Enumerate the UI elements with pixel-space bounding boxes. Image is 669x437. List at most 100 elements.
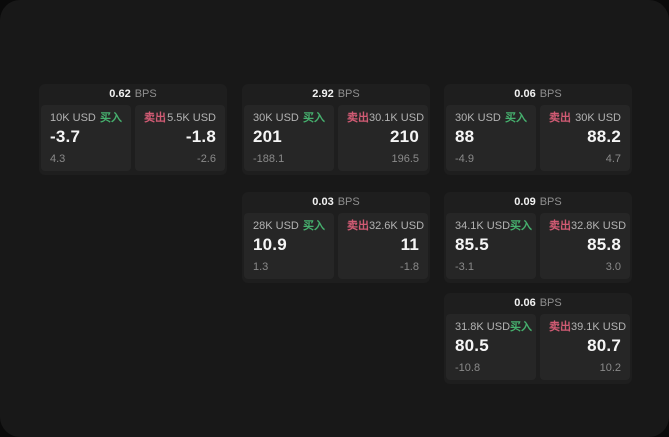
bps-unit-label: BPS xyxy=(134,88,157,100)
buy-amount: 31.8K USD xyxy=(455,321,511,333)
sell-side-label: 卖出 xyxy=(347,112,369,124)
sell-sub-value: 10.2 xyxy=(599,361,621,374)
sell-price: 85.8 xyxy=(587,235,621,255)
buy-price: 85.5 xyxy=(455,235,489,255)
sell-panel[interactable]: 卖出 30.1K USD 210 196.5 xyxy=(338,105,428,171)
buy-top-row: 30K USD 买入 xyxy=(253,112,325,124)
sell-price: 11 xyxy=(400,235,419,255)
buy-amount: 30K USD xyxy=(455,112,501,124)
sell-amount: 30K USD xyxy=(575,112,621,124)
sell-amount: 30.1K USD xyxy=(369,112,425,124)
card-header: 0.06 BPS xyxy=(444,84,632,105)
quote-card-3: 0.06 BPS 30K USD 买入 88 -4.9 卖出 30K USD 8… xyxy=(444,84,632,175)
card-header: 0.09 BPS xyxy=(444,192,632,213)
bps-unit-label: BPS xyxy=(539,88,562,100)
bps-value: 0.09 xyxy=(514,196,536,208)
buy-price: 80.5 xyxy=(455,336,489,356)
quote-panels: 34.1K USD 买入 85.5 -3.1 卖出 32.8K USD 85.8… xyxy=(444,213,632,281)
buy-amount: 34.1K USD xyxy=(455,220,511,232)
buy-price: 10.9 xyxy=(253,235,287,255)
buy-panel[interactable]: 30K USD 买入 201 -188.1 xyxy=(244,105,334,171)
buy-panel[interactable]: 31.8K USD 买入 80.5 -10.8 xyxy=(446,314,536,380)
quote-card-6: 0.06 BPS 31.8K USD 买入 80.5 -10.8 卖出 39.1… xyxy=(444,293,632,384)
sell-amount: 5.5K USD xyxy=(167,112,216,124)
card-header: 0.06 BPS xyxy=(444,293,632,314)
card-header: 0.62 BPS xyxy=(39,84,227,105)
sell-sub-value: -1.8 xyxy=(400,260,419,273)
sell-sub-value: -2.6 xyxy=(197,152,216,165)
buy-amount: 10K USD xyxy=(50,112,96,124)
buy-top-row: 10K USD 买入 xyxy=(50,112,122,124)
sell-side-label: 卖出 xyxy=(549,321,571,333)
card-header: 0.03 BPS xyxy=(242,192,430,213)
buy-side-label: 买入 xyxy=(303,220,325,232)
buy-panel[interactable]: 30K USD 买入 88 -4.9 xyxy=(446,105,536,171)
buy-panel[interactable]: 28K USD 买入 10.9 1.3 xyxy=(244,213,334,279)
sell-price: 80.7 xyxy=(587,336,621,356)
sell-amount: 39.1K USD xyxy=(571,321,627,333)
bps-value: 0.03 xyxy=(312,196,334,208)
buy-sub-value: -10.8 xyxy=(455,361,481,374)
sell-side-label: 卖出 xyxy=(144,112,166,124)
buy-side-label: 买入 xyxy=(505,112,527,124)
buy-panel[interactable]: 34.1K USD 买入 85.5 -3.1 xyxy=(446,213,536,279)
sell-price: 88.2 xyxy=(587,127,621,147)
bps-unit-label: BPS xyxy=(337,88,360,100)
buy-price: 201 xyxy=(253,127,282,147)
sell-side-label: 卖出 xyxy=(347,220,369,232)
sell-panel[interactable]: 卖出 5.5K USD -1.8 -2.6 xyxy=(135,105,225,171)
buy-sub-value: 4.3 xyxy=(50,152,66,165)
card-header: 2.92 BPS xyxy=(242,84,430,105)
sell-amount: 32.6K USD xyxy=(369,220,425,232)
buy-side-label: 买入 xyxy=(303,112,325,124)
buy-top-row: 30K USD 买入 xyxy=(455,112,527,124)
bps-value: 2.92 xyxy=(312,88,334,100)
sell-top-row: 卖出 39.1K USD xyxy=(549,321,626,333)
sell-panel[interactable]: 卖出 32.8K USD 85.8 3.0 xyxy=(540,213,630,279)
buy-amount: 30K USD xyxy=(253,112,299,124)
quote-card-4: 0.03 BPS 28K USD 买入 10.9 1.3 卖出 32.6K US… xyxy=(242,192,430,283)
buy-panel[interactable]: 10K USD 买入 -3.7 4.3 xyxy=(41,105,131,171)
sell-panel[interactable]: 卖出 32.6K USD 11 -1.8 xyxy=(338,213,428,279)
buy-side-label: 买入 xyxy=(510,220,533,232)
bps-value: 0.62 xyxy=(109,88,131,100)
sell-sub-value: 196.5 xyxy=(391,152,419,165)
bps-value: 0.06 xyxy=(514,297,536,309)
sell-amount: 32.8K USD xyxy=(571,220,627,232)
buy-amount: 28K USD xyxy=(253,220,299,232)
quote-panels: 30K USD 买入 88 -4.9 卖出 30K USD 88.2 4.7 xyxy=(444,105,632,173)
buy-top-row: 28K USD 买入 xyxy=(253,220,325,232)
sell-top-row: 卖出 32.8K USD xyxy=(549,220,626,232)
buy-sub-value: -3.1 xyxy=(455,260,474,273)
quote-card-5: 0.09 BPS 34.1K USD 买入 85.5 -3.1 卖出 32.8K… xyxy=(444,192,632,283)
buy-side-label: 买入 xyxy=(510,321,533,333)
bps-value: 0.06 xyxy=(514,88,536,100)
quote-panels: 31.8K USD 买入 80.5 -10.8 卖出 39.1K USD 80.… xyxy=(444,314,632,382)
sell-panel[interactable]: 卖出 30K USD 88.2 4.7 xyxy=(540,105,630,171)
buy-sub-value: 1.3 xyxy=(253,260,269,273)
buy-price: 88 xyxy=(455,127,475,147)
bps-unit-label: BPS xyxy=(337,196,360,208)
sell-side-label: 卖出 xyxy=(549,112,571,124)
quote-card-2: 2.92 BPS 30K USD 买入 201 -188.1 卖出 30.1K … xyxy=(242,84,430,175)
bps-unit-label: BPS xyxy=(539,196,562,208)
sell-top-row: 卖出 30K USD xyxy=(549,112,621,124)
sell-top-row: 卖出 30.1K USD xyxy=(347,112,424,124)
sell-panel[interactable]: 卖出 39.1K USD 80.7 10.2 xyxy=(540,314,630,380)
quote-panels: 28K USD 买入 10.9 1.3 卖出 32.6K USD 11 -1.8 xyxy=(242,213,430,281)
buy-sub-value: -188.1 xyxy=(253,152,285,165)
sell-price: 210 xyxy=(390,127,419,147)
buy-side-label: 买入 xyxy=(100,112,122,124)
buy-price: -3.7 xyxy=(50,127,81,147)
quote-panels: 10K USD 买入 -3.7 4.3 卖出 5.5K USD -1.8 -2.… xyxy=(39,105,227,173)
quote-card-1: 0.62 BPS 10K USD 买入 -3.7 4.3 卖出 5.5K USD… xyxy=(39,84,227,175)
buy-sub-value: -4.9 xyxy=(455,152,474,165)
sell-sub-value: 3.0 xyxy=(605,260,621,273)
sell-price: -1.8 xyxy=(185,127,216,147)
bps-unit-label: BPS xyxy=(539,297,562,309)
buy-top-row: 31.8K USD 买入 xyxy=(455,321,532,333)
buy-top-row: 34.1K USD 买入 xyxy=(455,220,532,232)
sell-side-label: 卖出 xyxy=(549,220,571,232)
sell-sub-value: 4.7 xyxy=(605,152,621,165)
